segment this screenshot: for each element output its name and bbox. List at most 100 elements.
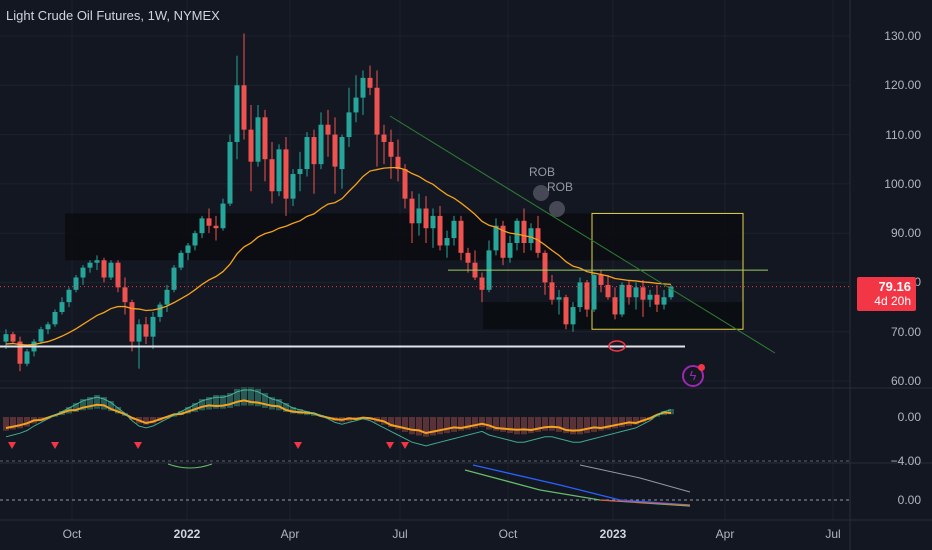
histogram-bar xyxy=(290,407,296,414)
histogram-bar xyxy=(563,417,569,434)
candle-body xyxy=(101,260,107,278)
histogram-bar xyxy=(633,417,639,425)
histogram-bar xyxy=(465,417,471,430)
histogram-bar xyxy=(388,417,394,428)
histogram-bar xyxy=(192,403,198,412)
histogram-bar xyxy=(255,389,261,407)
histogram-bar xyxy=(500,417,506,432)
histogram-bar xyxy=(605,417,611,430)
histogram-bar xyxy=(206,397,212,410)
histogram-bar xyxy=(395,417,401,430)
candle-body xyxy=(556,297,562,300)
candle-body xyxy=(402,169,408,199)
histogram-bar xyxy=(248,387,254,406)
histogram-bar xyxy=(668,409,674,415)
histogram-bar xyxy=(171,415,177,417)
candle-body xyxy=(577,282,583,308)
flash-alert-icon[interactable]: ϟ xyxy=(682,364,705,387)
candle-body xyxy=(332,134,338,167)
candle-body xyxy=(38,329,44,342)
histogram-bar xyxy=(10,417,16,430)
candle-body xyxy=(626,284,632,298)
candle-body xyxy=(507,243,513,258)
candle-body xyxy=(381,134,387,142)
candle-body xyxy=(605,284,611,298)
histogram-bar xyxy=(115,407,121,414)
sell-signal-icon xyxy=(134,442,142,449)
candle-body xyxy=(416,208,422,224)
histogram-bar xyxy=(199,399,205,411)
candle-body xyxy=(430,215,436,229)
candle-body xyxy=(199,218,205,234)
histogram-bar xyxy=(423,417,429,437)
candle-body xyxy=(570,307,576,325)
time-tick-label: 2022 xyxy=(173,527,201,541)
histogram-bar xyxy=(234,389,240,407)
highlight-ellipse xyxy=(608,340,626,352)
histogram-bar xyxy=(108,401,114,412)
histogram-bar xyxy=(619,417,625,428)
time-tick-label: Oct xyxy=(498,527,518,541)
candle-body xyxy=(311,137,317,165)
resistance-zone xyxy=(65,213,743,261)
histogram-bar xyxy=(486,417,492,430)
sell-signal-icon xyxy=(386,442,394,449)
histogram-bar xyxy=(584,417,590,434)
sell-signal-icon xyxy=(294,442,302,449)
candle-body xyxy=(598,275,604,285)
price-tick-label: 110.00 xyxy=(885,127,921,142)
histogram-bar xyxy=(472,417,478,429)
candle-body xyxy=(227,141,233,204)
candle-body xyxy=(80,267,86,278)
candle-body xyxy=(549,282,555,300)
histogram-bar xyxy=(24,417,30,427)
rob-label-2: ROB xyxy=(547,180,574,194)
price-tick-label: 120.00 xyxy=(884,78,921,93)
sell-signal-icon xyxy=(8,442,16,449)
histogram-bar xyxy=(220,395,226,409)
candle-body xyxy=(241,85,247,130)
histogram-bar xyxy=(3,417,9,431)
candle-body xyxy=(563,297,569,325)
candle-body xyxy=(66,289,72,303)
candle-body xyxy=(528,228,534,243)
candle-body xyxy=(276,149,282,192)
candle-body xyxy=(661,297,667,305)
candle-body xyxy=(129,302,135,342)
rob-marker xyxy=(533,185,549,201)
histogram-bar xyxy=(535,417,541,432)
histogram-bar xyxy=(542,417,548,431)
histogram-bar xyxy=(276,399,282,411)
time-tick-label: Jul xyxy=(392,527,408,541)
fast-line xyxy=(5,389,672,447)
candle-body xyxy=(493,225,499,251)
candle-body xyxy=(654,294,660,305)
candle-body xyxy=(297,169,303,174)
candle-body xyxy=(374,87,380,135)
candle-body xyxy=(59,302,65,312)
candle-body xyxy=(73,277,79,290)
histogram-bar xyxy=(87,397,93,410)
histogram-bar xyxy=(402,417,408,432)
candle-body xyxy=(423,208,429,229)
candle-body xyxy=(3,334,9,342)
candle-body xyxy=(136,324,142,342)
histogram-bar xyxy=(507,417,513,434)
histogram-bar xyxy=(549,417,555,431)
candle-body xyxy=(248,129,254,162)
histogram-bar xyxy=(17,417,23,429)
bar-countdown: 4d 20h xyxy=(874,294,911,308)
candle-body xyxy=(213,225,219,229)
osc-tick-label: −4.00 xyxy=(890,454,921,468)
candle-body xyxy=(269,159,275,192)
osc2-line-red xyxy=(599,499,691,506)
price-tick-label: 100.00 xyxy=(884,176,921,191)
osc2-tick-label: 0.00 xyxy=(897,493,921,507)
candle-body xyxy=(283,149,289,199)
histogram-bar xyxy=(143,417,149,425)
histogram-bar xyxy=(528,417,534,434)
moving-average-line xyxy=(5,166,672,346)
histogram-bar xyxy=(451,417,457,432)
candle-body xyxy=(171,267,177,290)
